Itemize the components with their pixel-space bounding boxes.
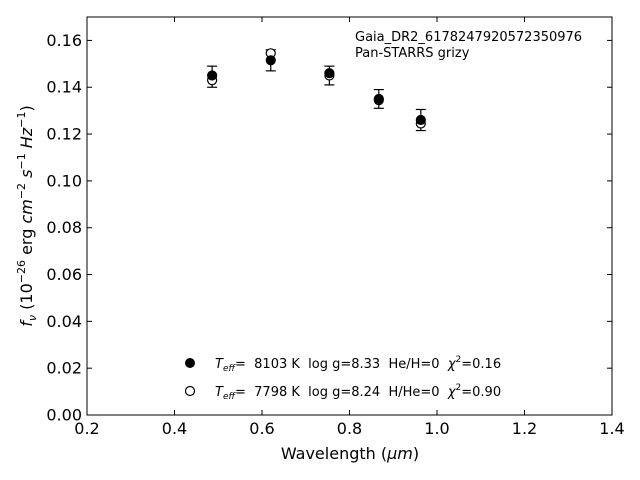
legend-entry-1: Teff= 8103 K log g=8.33 He/H=0 χ2=0.16 (215, 355, 501, 374)
y-axis-label: fν (10−26 erg cm−2 s−1 Hz−1) (15, 105, 39, 326)
y-tick-label: 0.16 (46, 31, 82, 50)
legend: Teff= 8103 K log g=8.33 He/H=0 χ2=0.16 T… (184, 355, 501, 402)
annotation-line-2: Pan-STARRS grizy (355, 46, 470, 61)
y-tick-label: 0.12 (46, 125, 82, 144)
data-markers (207, 48, 426, 129)
x-tick-label: 1.0 (424, 419, 449, 438)
point-filled (415, 114, 426, 126)
annotation-line-1: Gaia_DR2_6178247920572350976 (355, 30, 582, 45)
point-filled (207, 70, 218, 81)
y-tick-label: 0.04 (46, 312, 82, 331)
legend-entry-2: Teff= 7798 K log g=8.24 H/He=0 χ2=0.90 (215, 383, 501, 402)
legend-marker-filled (185, 358, 195, 368)
x-tick-label: 1.2 (512, 419, 537, 438)
y-axis-ticks: 0.00 0.02 0.04 0.06 0.08 0.10 0.12 0.14 0.16 (46, 31, 612, 425)
x-axis-ticks: 0.2 0.4 0.6 0.8 1.0 1.2 1.4 (74, 17, 625, 438)
x-tick-label: 1.4 (599, 419, 624, 438)
x-tick-label: 0.8 (337, 419, 362, 438)
y-tick-label: 0.02 (46, 359, 82, 378)
y-tick-label: 0.10 (46, 171, 82, 190)
point-filled (265, 55, 276, 66)
y-tick-label: 0.14 (46, 78, 82, 97)
x-tick-label: 0.4 (162, 419, 187, 438)
point-filled (373, 93, 384, 105)
x-tick-label: 0.2 (74, 419, 99, 438)
y-tick-label: 0.06 (46, 265, 82, 284)
x-axis-label: Wavelength (μm) (281, 444, 419, 463)
x-tick-label: 0.6 (249, 419, 274, 438)
y-tick-label: 0.00 (46, 406, 82, 425)
point-filled (324, 68, 335, 79)
legend-marker-open (184, 385, 196, 397)
plot-area (86, 16, 613, 416)
y-tick-label: 0.08 (46, 218, 82, 237)
